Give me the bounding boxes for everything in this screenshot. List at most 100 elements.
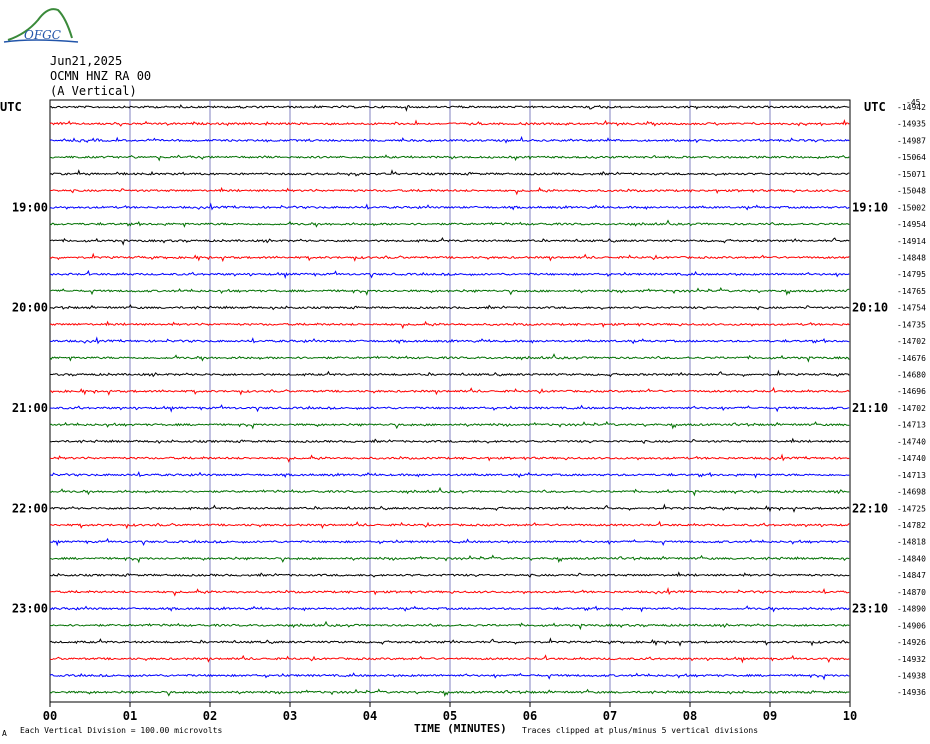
seismic-trace — [49, 571, 850, 578]
seismic-trace — [49, 237, 850, 246]
trace-offset-label: -14938 — [897, 671, 926, 680]
hour-label-left: 20:00 — [12, 301, 48, 315]
seismic-trace — [49, 252, 850, 263]
seismic-trace — [49, 420, 850, 430]
seismic-trace — [49, 503, 850, 513]
trace-offset-label: -14765 — [897, 287, 926, 296]
hour-label-right: 21:10 — [852, 401, 888, 415]
trace-offset-label: -14935 — [897, 120, 926, 129]
seismic-trace — [49, 486, 850, 497]
utc-left-label: UTC — [0, 100, 22, 114]
station-label: OCMN HNZ RA 00 — [50, 69, 152, 83]
trace-offset-label: -14795 — [897, 270, 926, 279]
trace-offset-label: -14914 — [897, 237, 926, 246]
x-tick-label: 10 — [843, 709, 857, 723]
seismic-trace — [49, 154, 850, 162]
hour-label-left: 22:00 — [12, 501, 48, 515]
seismic-trace — [49, 219, 850, 228]
x-tick-label: 01 — [123, 709, 137, 723]
hour-label-left: 19:00 — [12, 200, 48, 214]
x-tick-label: 06 — [523, 709, 537, 723]
seismic-trace — [49, 470, 850, 479]
seismic-trace — [49, 202, 850, 211]
hour-label-right: 20:10 — [852, 301, 888, 315]
seismic-trace — [49, 586, 850, 597]
trace-offset-label: -14713 — [897, 421, 926, 430]
footer-small-mark: A — [2, 729, 7, 738]
seismic-trace — [49, 537, 850, 547]
x-tick-label: 07 — [603, 709, 617, 723]
trace-offset-label: -14696 — [897, 387, 926, 396]
clip-note: Traces clipped at plus/minus 5 vertical … — [522, 726, 759, 735]
component-label: (A Vertical) — [50, 84, 137, 98]
seismic-trace — [49, 104, 850, 112]
utc-right-label: UTC — [864, 100, 886, 114]
trace-offset-label: -14954 — [897, 220, 926, 229]
seismic-trace — [49, 605, 850, 613]
seismic-trace — [49, 369, 850, 378]
offset-header: -45 — [906, 98, 921, 107]
x-tick-label: 09 — [763, 709, 777, 723]
trace-offset-label: -14713 — [897, 471, 926, 480]
x-tick-label: 04 — [363, 709, 377, 723]
trace-offset-label: -14847 — [897, 571, 926, 580]
trace-offset-label: -15048 — [897, 187, 926, 196]
trace-offset-label: -15071 — [897, 170, 926, 179]
seismic-trace — [49, 135, 850, 144]
seismic-trace — [49, 637, 850, 647]
trace-offset-label: -14840 — [897, 554, 926, 563]
vertical-division-note: Each Vertical Division = 100.00 microvol… — [20, 726, 223, 735]
trace-offset-label: -14942 — [897, 103, 926, 112]
x-tick-label: 00 — [43, 709, 57, 723]
seismic-trace — [49, 672, 850, 681]
seismic-trace — [49, 186, 850, 196]
trace-offset-label: -14987 — [897, 136, 926, 145]
seismic-trace — [49, 453, 850, 463]
seismic-trace — [49, 353, 850, 363]
seismic-trace — [49, 404, 850, 413]
seismic-trace — [49, 520, 850, 530]
trace-offset-label: -14818 — [897, 538, 926, 547]
x-tick-label: 03 — [283, 709, 297, 723]
trace-offset-label: -14906 — [897, 621, 926, 630]
trace-offset-label: -15002 — [897, 203, 926, 212]
trace-offset-label: -14740 — [897, 454, 926, 463]
seismic-trace — [49, 336, 850, 345]
hour-label-right: 19:10 — [852, 200, 888, 214]
hour-label-left: 23:00 — [12, 602, 48, 616]
x-tick-label: 08 — [683, 709, 697, 723]
mountain-logo-icon — [3, 8, 79, 43]
trace-offset-label: -14936 — [897, 688, 926, 697]
trace-offset-label: -14702 — [897, 404, 926, 413]
hour-label-left: 21:00 — [12, 401, 48, 415]
seismic-trace — [49, 554, 850, 564]
seismic-trace — [49, 169, 850, 177]
trace-offset-label: -14740 — [897, 437, 926, 446]
hour-label-right: 22:10 — [852, 501, 888, 515]
seismic-trace — [49, 287, 850, 296]
ofgc-logo: OFGC — [2, 4, 82, 46]
trace-offset-label: -14932 — [897, 655, 926, 664]
seismic-trace — [49, 269, 850, 279]
trace-offset-label: -14698 — [897, 488, 926, 497]
trace-offset-label: -14754 — [897, 304, 926, 313]
trace-offset-label: -14725 — [897, 504, 926, 513]
seismic-trace — [49, 320, 850, 330]
seismic-trace — [49, 688, 850, 697]
seismic-trace — [49, 620, 850, 631]
x-tick-label: 05 — [443, 709, 457, 723]
seismic-trace — [49, 386, 850, 396]
hour-label-right: 23:10 — [852, 602, 888, 616]
trace-offset-label: -14680 — [897, 371, 926, 380]
x-axis-label: TIME (MINUTES) — [414, 722, 507, 735]
trace-offset-label: -14735 — [897, 320, 926, 329]
seismic-trace — [49, 304, 850, 311]
seismic-trace — [49, 437, 850, 445]
trace-offset-label: -14702 — [897, 337, 926, 346]
trace-offset-label: -14676 — [897, 354, 926, 363]
seismic-trace — [49, 118, 850, 127]
date-label: Jun21,2025 — [50, 54, 123, 68]
trace-offset-label: -14782 — [897, 521, 926, 530]
trace-offset-label: -14926 — [897, 638, 926, 647]
